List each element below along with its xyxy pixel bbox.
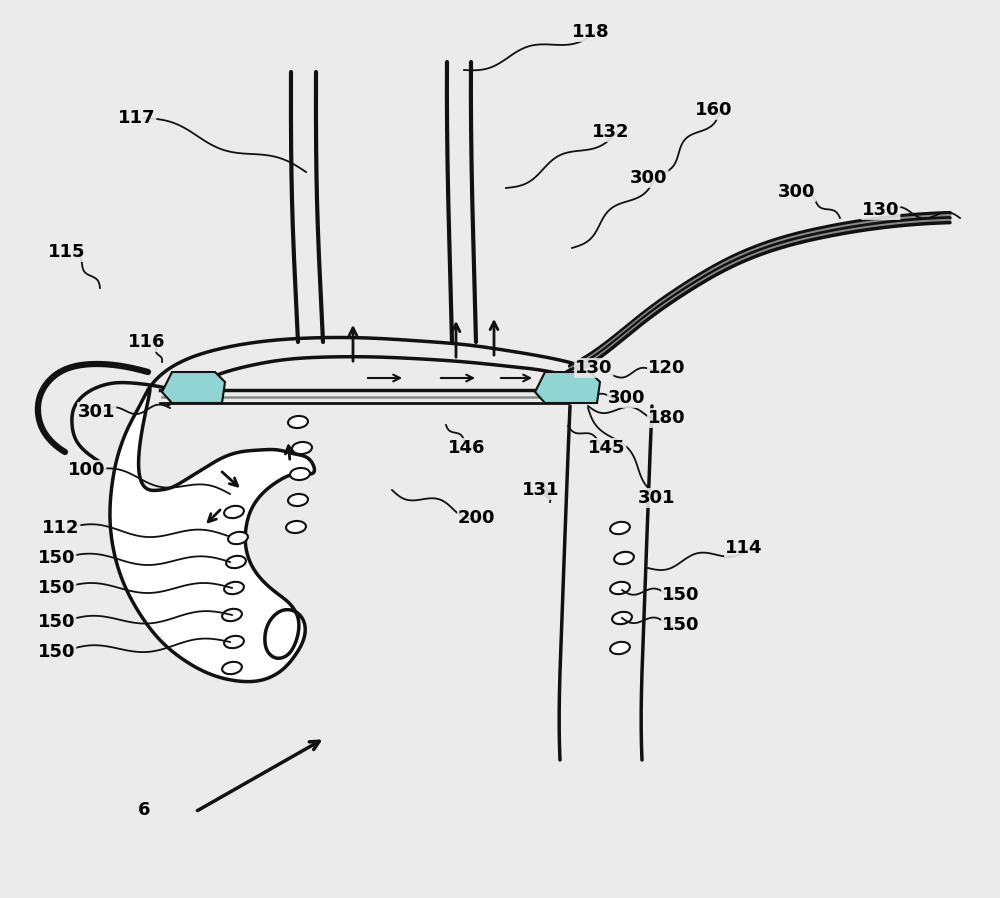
Text: 300: 300 (630, 169, 668, 187)
Text: 146: 146 (448, 439, 486, 457)
Text: 120: 120 (648, 359, 686, 377)
Text: 150: 150 (38, 613, 76, 631)
Text: 116: 116 (128, 333, 166, 351)
Text: 150: 150 (38, 643, 76, 661)
Text: 300: 300 (608, 389, 646, 407)
Text: 200: 200 (458, 509, 496, 527)
Text: 150: 150 (662, 616, 700, 634)
Text: 150: 150 (38, 579, 76, 597)
Text: 300: 300 (778, 183, 816, 201)
Ellipse shape (288, 494, 308, 506)
Ellipse shape (292, 442, 312, 454)
Ellipse shape (612, 612, 632, 624)
Text: 180: 180 (648, 409, 686, 427)
Polygon shape (162, 372, 225, 403)
Ellipse shape (290, 468, 310, 480)
Text: 301: 301 (638, 489, 676, 507)
Ellipse shape (288, 416, 308, 428)
Text: 114: 114 (725, 539, 763, 557)
Text: 145: 145 (588, 439, 626, 457)
Text: 150: 150 (38, 549, 76, 567)
Text: 301: 301 (78, 403, 116, 421)
Text: 130: 130 (575, 359, 612, 377)
Polygon shape (110, 388, 314, 682)
Ellipse shape (610, 522, 630, 534)
Ellipse shape (224, 506, 244, 518)
Ellipse shape (224, 636, 244, 648)
Ellipse shape (614, 552, 634, 564)
Text: 6: 6 (138, 801, 150, 819)
Text: 150: 150 (662, 586, 700, 604)
Ellipse shape (610, 582, 630, 594)
Polygon shape (535, 372, 600, 403)
Text: 132: 132 (592, 123, 630, 141)
Text: 160: 160 (695, 101, 732, 119)
Ellipse shape (286, 521, 306, 533)
Text: 112: 112 (42, 519, 80, 537)
Ellipse shape (222, 662, 242, 674)
Ellipse shape (222, 609, 242, 621)
Ellipse shape (228, 532, 248, 544)
Text: 130: 130 (862, 201, 900, 219)
Text: 117: 117 (118, 109, 156, 127)
Text: 115: 115 (48, 243, 86, 261)
Text: 118: 118 (572, 23, 610, 41)
Ellipse shape (224, 582, 244, 594)
Text: 131: 131 (522, 481, 560, 499)
Text: 100: 100 (68, 461, 106, 479)
Ellipse shape (610, 642, 630, 654)
Ellipse shape (226, 556, 246, 568)
